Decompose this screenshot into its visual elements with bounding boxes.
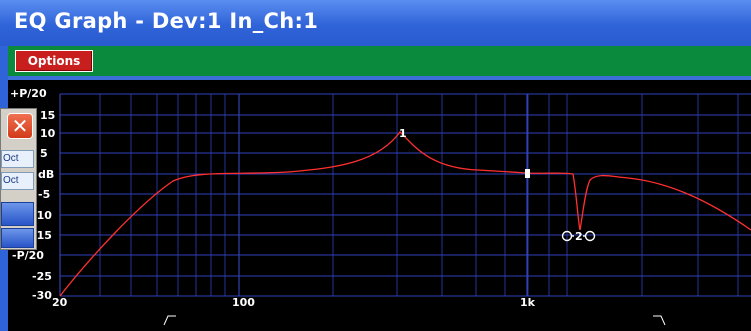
eq-graph[interactable]: +P/20 15 10 5 dB -5 -10 -15 -P/20 -25 -3… xyxy=(8,80,751,331)
x-tick-20: 20 xyxy=(52,296,68,309)
filter-marker-1-label: 1 xyxy=(399,127,407,140)
oct-button-1[interactable]: Oct xyxy=(1,150,34,168)
panel-blue-button-2[interactable] xyxy=(1,228,34,248)
grid-horizontal xyxy=(60,93,751,297)
y-axis-db-label: dB xyxy=(38,168,54,181)
window-titlebar: EQ Graph - Dev:1 In_Ch:1 xyxy=(0,0,751,46)
side-panel: ✕ Oct Oct xyxy=(0,108,37,250)
close-icon[interactable]: ✕ xyxy=(7,113,33,139)
grid-minor xyxy=(59,94,739,296)
y-tick-15: 15 xyxy=(40,109,55,122)
low-slope-indicator-icon xyxy=(163,315,176,326)
eq-graph-canvas[interactable]: +P/20 15 10 5 dB -5 -10 -15 -P/20 -25 -3… xyxy=(8,80,751,331)
y-tick-minus5: -5 xyxy=(38,188,50,201)
panel-blue-button-1[interactable] xyxy=(1,202,34,226)
y-axis-top-label: +P/20 xyxy=(10,87,47,100)
filter-marker-2[interactable]: 2 xyxy=(561,230,596,243)
filter-marker-2-label: 2 xyxy=(575,230,583,243)
high-slope-indicator-icon xyxy=(653,315,666,326)
y-tick-minus10: -10 xyxy=(32,209,52,222)
eq-response-curve xyxy=(59,131,751,297)
y-tick-minus25: -25 xyxy=(32,270,52,283)
filter-marker-shelf-handle[interactable] xyxy=(525,169,530,178)
x-tick-100: 100 xyxy=(232,296,255,309)
options-button[interactable]: Options xyxy=(15,50,93,72)
toolbar: Options xyxy=(8,46,751,76)
y-tick-minus30: -30 xyxy=(32,289,52,302)
oct-button-2[interactable]: Oct xyxy=(1,172,34,190)
y-tick-5: 5 xyxy=(40,147,48,160)
y-tick-10: 10 xyxy=(40,127,56,140)
y-axis-bottom-label: -P/20 xyxy=(12,249,44,262)
grid-major-vertical xyxy=(59,94,528,296)
window-title: EQ Graph - Dev:1 In_Ch:1 xyxy=(14,9,319,33)
x-tick-1k: 1k xyxy=(520,296,536,309)
